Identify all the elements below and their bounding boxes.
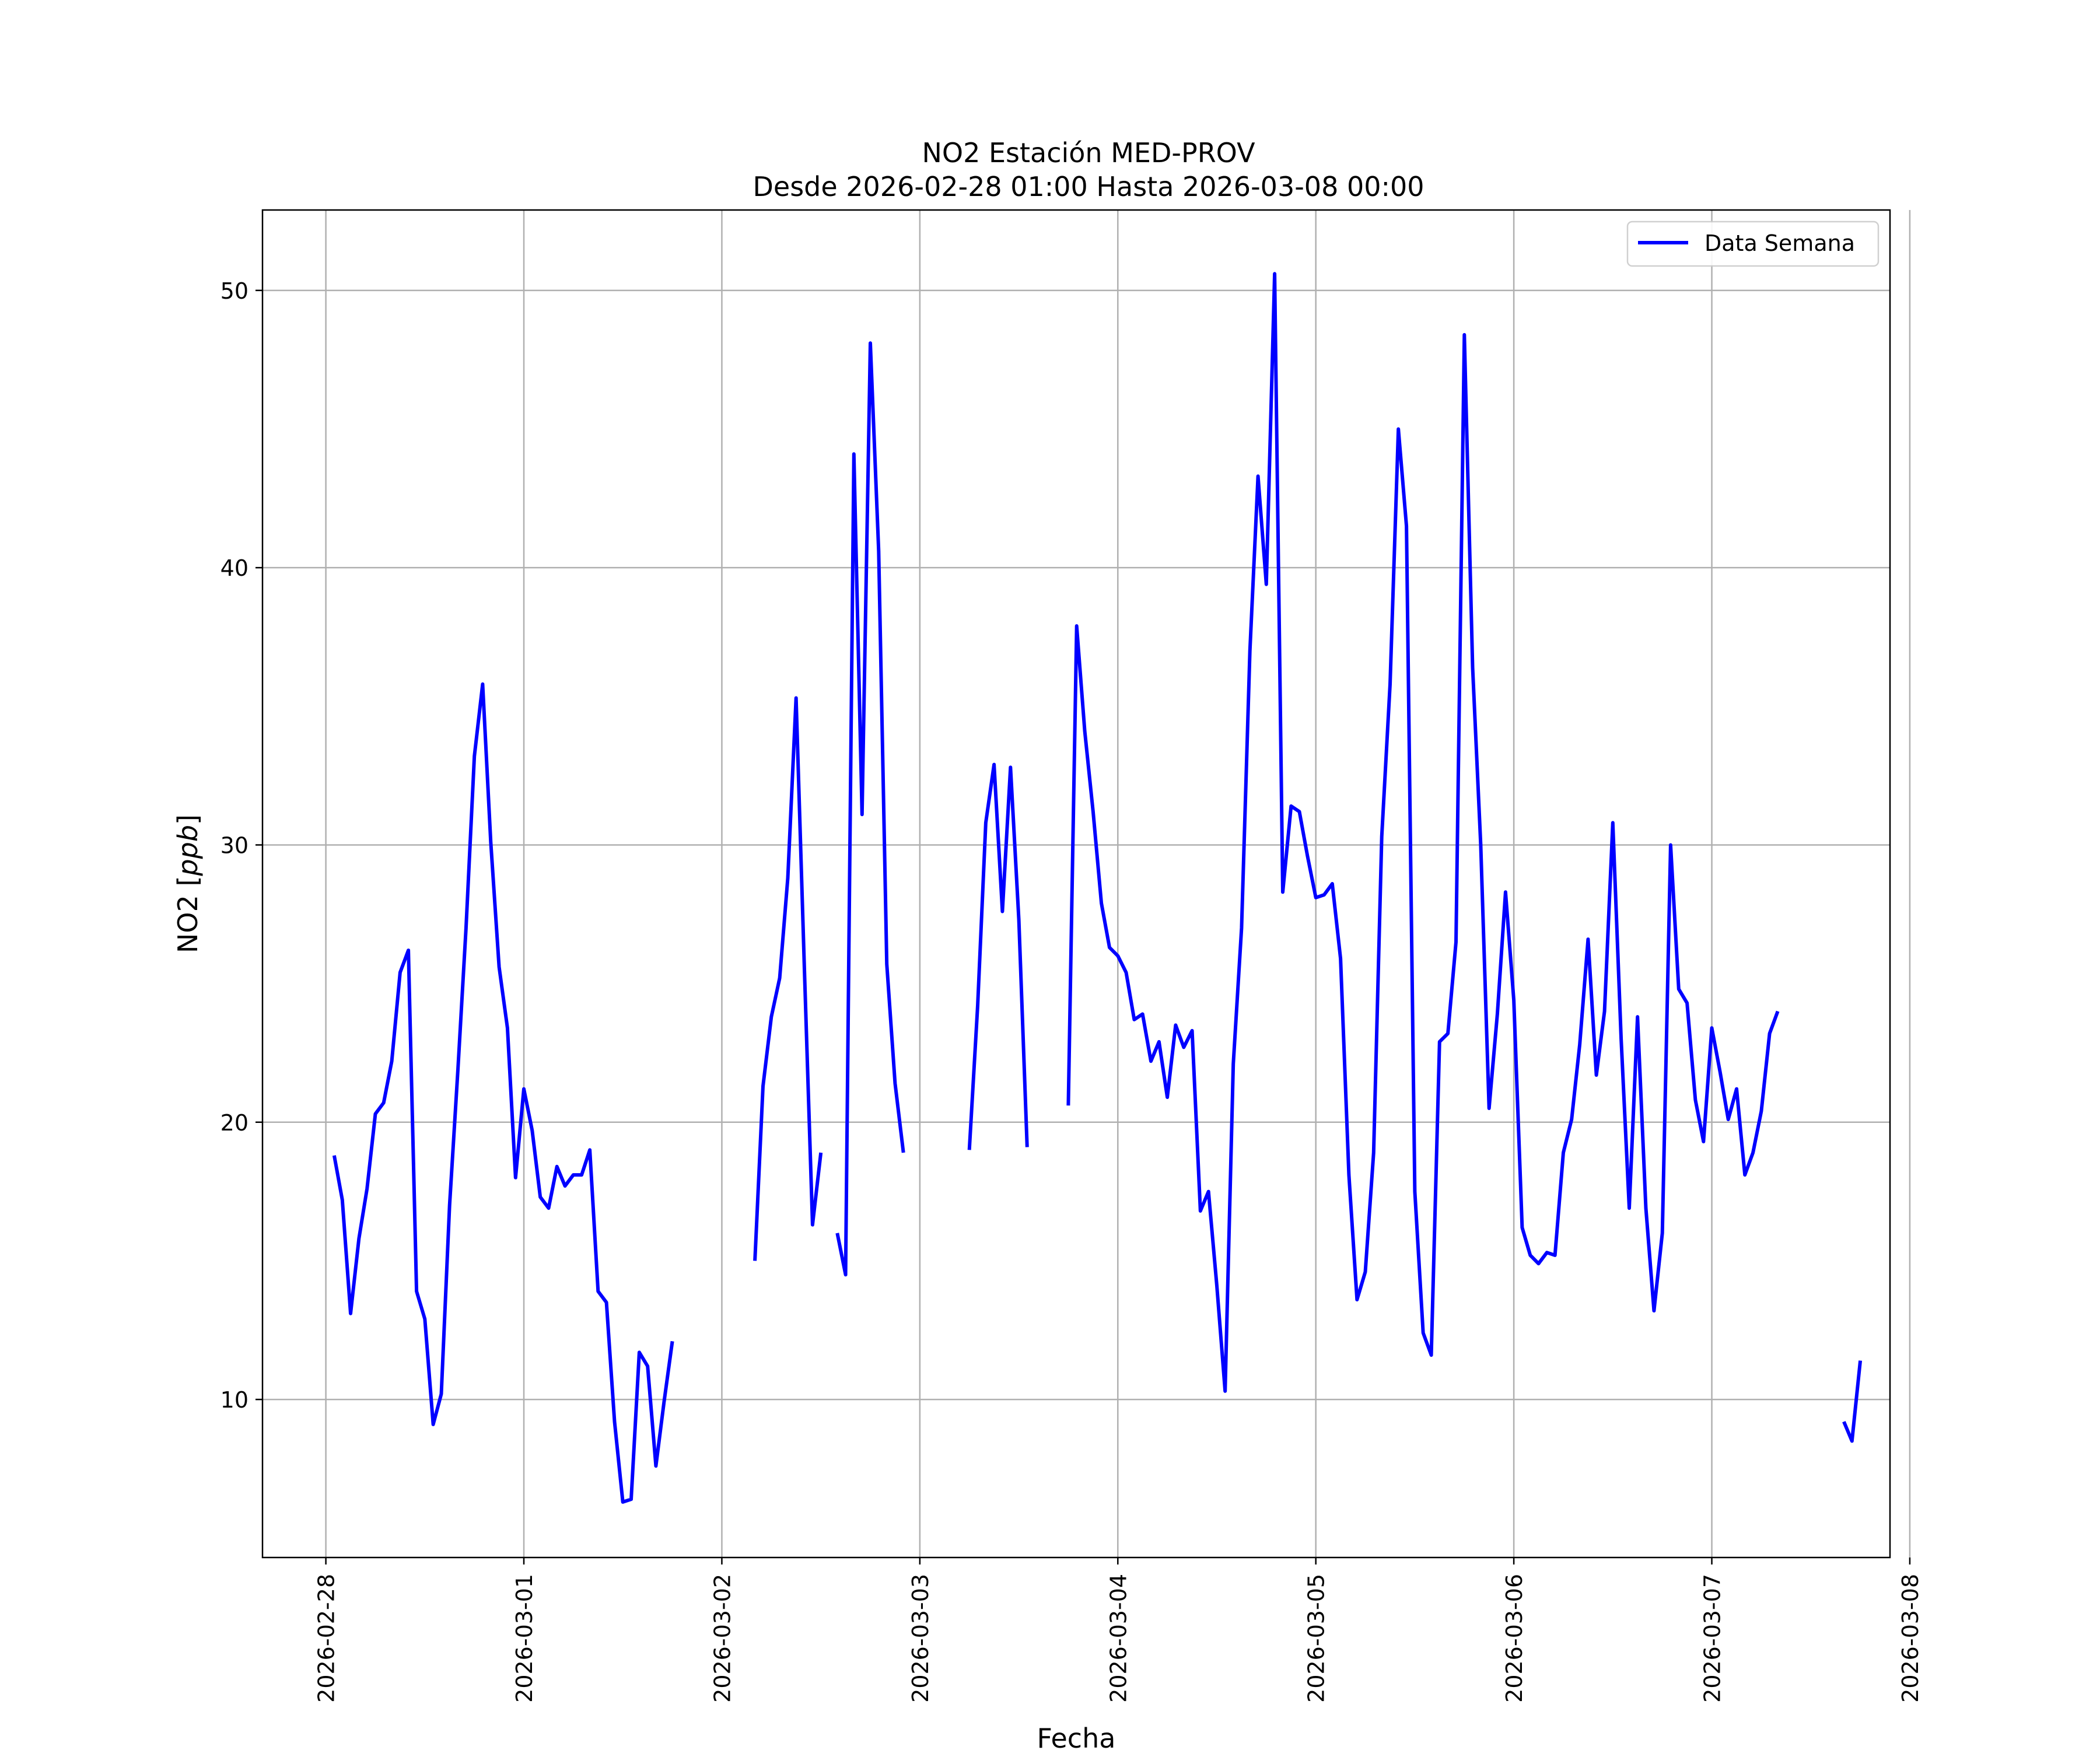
y-tick-label: 40 — [220, 555, 249, 581]
series-line-segment — [1842, 1360, 1863, 1443]
y-tick-label: 20 — [220, 1110, 249, 1136]
series-lines — [332, 272, 1863, 1504]
x-tick-label: 2026-03-03 — [908, 1574, 933, 1703]
series-line-segment — [967, 762, 1029, 1150]
x-tick-label: 2026-03-05 — [1304, 1574, 1329, 1703]
x-tick-label: 2026-03-04 — [1105, 1574, 1131, 1703]
legend-box — [1626, 220, 1880, 267]
x-tick-label: 2026-03-07 — [1700, 1574, 1726, 1703]
legend-label: Data Semana — [1704, 230, 1855, 256]
x-tick-label: 2026-03-01 — [512, 1574, 537, 1703]
legend: Data Semana — [1626, 220, 1880, 267]
y-axis-label-unit: ppb — [172, 825, 204, 877]
x-tick-label: 2026-03-06 — [1502, 1574, 1527, 1703]
y-tick-label: 10 — [220, 1387, 249, 1413]
axis-ticks: 2026-02-28 2026-03-01 2026-03-02 2026-03-03… — [220, 278, 1923, 1703]
x-tick-label: 2026-03-02 — [709, 1574, 735, 1703]
series-line-segment — [1066, 272, 1780, 1393]
plot-frame — [261, 209, 1891, 1559]
chart-subtitle: Desde 2026-02-28 01:00 Hasta 2026-03-08 … — [752, 171, 1424, 202]
series-line-segment — [753, 696, 823, 1261]
y-tick-label: 30 — [220, 832, 249, 858]
y-tick-label: 50 — [220, 278, 249, 304]
series-line-segment — [835, 341, 905, 1277]
y-axis-label: NO2 [ppb] — [172, 814, 204, 953]
x-tick-label: 2026-03-08 — [1898, 1574, 1923, 1703]
grid-lines — [262, 210, 1911, 1558]
x-tick-label: 2026-02-28 — [314, 1574, 340, 1703]
chart-title: NO2 Estación MED-PROV — [922, 137, 1255, 169]
y-axis-label-suffix: ] — [172, 814, 204, 825]
series-line-segment — [332, 682, 674, 1504]
x-axis-label: Fecha — [1037, 1723, 1116, 1750]
y-axis-label-prefix: NO2 [ — [172, 876, 204, 953]
